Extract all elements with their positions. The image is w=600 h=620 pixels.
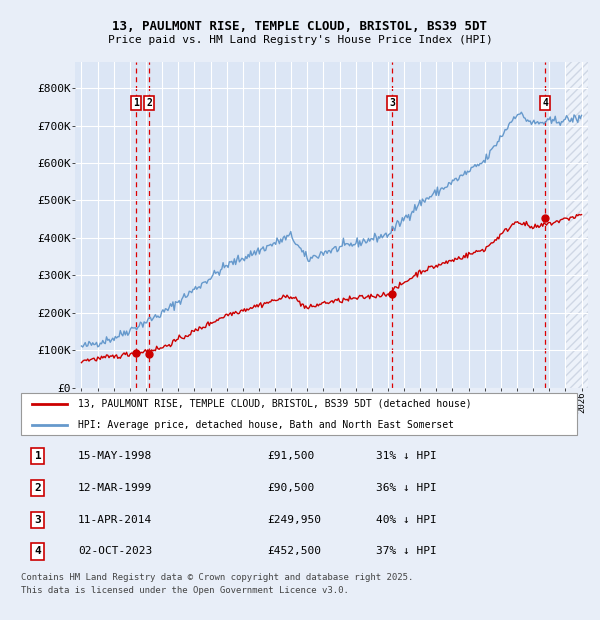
Text: 11-APR-2014: 11-APR-2014 <box>78 515 152 525</box>
Text: 3: 3 <box>389 98 395 108</box>
Text: 15-MAY-1998: 15-MAY-1998 <box>78 451 152 461</box>
Text: £452,500: £452,500 <box>267 546 321 556</box>
Text: 13, PAULMONT RISE, TEMPLE CLOUD, BRISTOL, BS39 5DT: 13, PAULMONT RISE, TEMPLE CLOUD, BRISTOL… <box>113 20 487 33</box>
Text: 40% ↓ HPI: 40% ↓ HPI <box>376 515 437 525</box>
Bar <box>565 62 588 388</box>
Text: 3: 3 <box>35 515 41 525</box>
Text: 13, PAULMONT RISE, TEMPLE CLOUD, BRISTOL, BS39 5DT (detached house): 13, PAULMONT RISE, TEMPLE CLOUD, BRISTOL… <box>78 399 472 409</box>
Text: 37% ↓ HPI: 37% ↓ HPI <box>376 546 437 556</box>
Text: 12-MAR-1999: 12-MAR-1999 <box>78 483 152 493</box>
Text: 4: 4 <box>542 98 548 108</box>
Text: 4: 4 <box>35 546 41 556</box>
Text: Contains HM Land Registry data © Crown copyright and database right 2025.
This d: Contains HM Land Registry data © Crown c… <box>21 573 413 595</box>
Text: 02-OCT-2023: 02-OCT-2023 <box>78 546 152 556</box>
Text: HPI: Average price, detached house, Bath and North East Somerset: HPI: Average price, detached house, Bath… <box>78 420 454 430</box>
Text: 2: 2 <box>146 98 152 108</box>
FancyBboxPatch shape <box>21 393 577 435</box>
Text: 31% ↓ HPI: 31% ↓ HPI <box>376 451 437 461</box>
Text: 1: 1 <box>35 451 41 461</box>
Text: £91,500: £91,500 <box>267 451 314 461</box>
Text: Price paid vs. HM Land Registry's House Price Index (HPI): Price paid vs. HM Land Registry's House … <box>107 35 493 45</box>
Text: 1: 1 <box>133 98 139 108</box>
Text: 36% ↓ HPI: 36% ↓ HPI <box>376 483 437 493</box>
Text: £90,500: £90,500 <box>267 483 314 493</box>
Text: £249,950: £249,950 <box>267 515 321 525</box>
Text: 2: 2 <box>35 483 41 493</box>
